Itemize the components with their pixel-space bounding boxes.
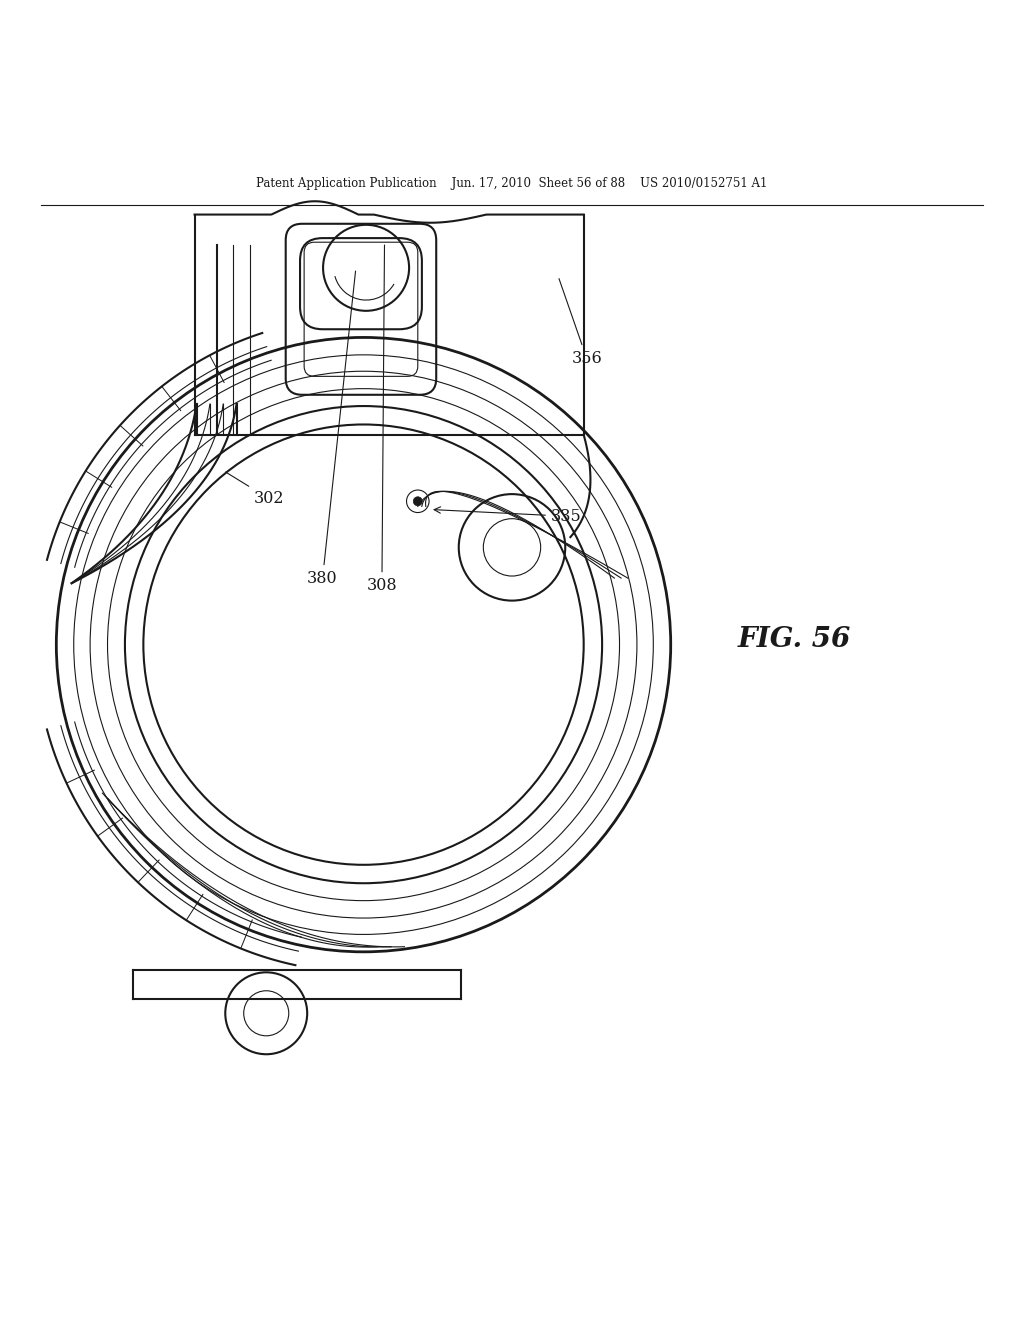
Text: 308: 308	[367, 246, 397, 594]
Text: FIG. 56: FIG. 56	[737, 626, 851, 653]
Text: 356: 356	[559, 279, 602, 367]
Text: 302: 302	[225, 473, 285, 507]
Text: 380: 380	[307, 271, 355, 587]
Text: Patent Application Publication    Jun. 17, 2010  Sheet 56 of 88    US 2010/01527: Patent Application Publication Jun. 17, …	[256, 177, 768, 190]
Text: 335: 335	[434, 507, 582, 525]
Circle shape	[414, 496, 422, 506]
